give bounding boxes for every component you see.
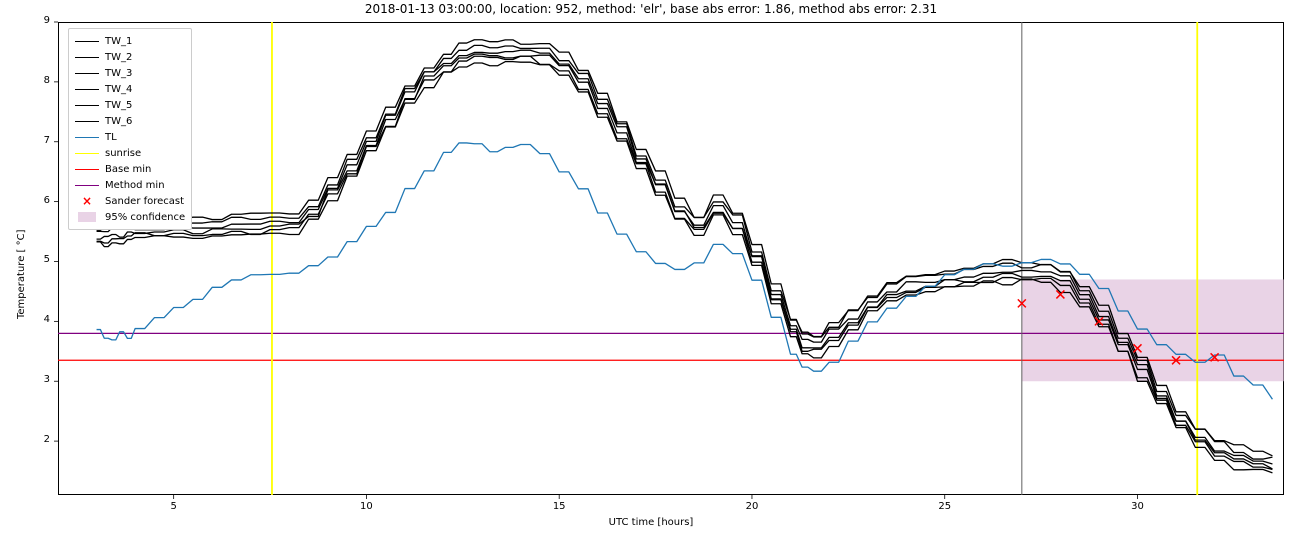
legend-swatch: [75, 179, 99, 191]
y-tick-label: 9: [44, 15, 50, 26]
page-title: 2018-01-13 03:00:00, location: 952, meth…: [0, 2, 1302, 16]
legend-item: sunrise: [75, 145, 185, 161]
legend-item: Method min: [75, 177, 185, 193]
y-tick-label: 2: [44, 434, 50, 445]
legend-swatch: [75, 83, 99, 95]
legend-label: TW_2: [105, 52, 132, 63]
x-tick-label: 30: [1127, 501, 1147, 512]
legend-label: TW_4: [105, 84, 132, 95]
legend-item: Base min: [75, 161, 185, 177]
legend-swatch: [75, 51, 99, 63]
x-tick-label: 5: [164, 501, 184, 512]
legend-swatch: [75, 99, 99, 111]
legend-label: TW_5: [105, 100, 132, 111]
legend-label: sunrise: [105, 148, 141, 159]
figure: 2018-01-13 03:00:00, location: 952, meth…: [0, 0, 1302, 547]
y-tick-label: 8: [44, 75, 50, 86]
y-tick-label: 5: [44, 254, 50, 265]
legend-label: TW_6: [105, 116, 132, 127]
legend-swatch: [75, 35, 99, 47]
legend-item: TW_4: [75, 81, 185, 97]
legend-item: TW_3: [75, 65, 185, 81]
legend-swatch: [75, 67, 99, 79]
legend-label: Method min: [105, 180, 165, 191]
y-tick-label: 4: [44, 314, 50, 325]
legend-label: Base min: [105, 164, 151, 175]
legend-swatch: [75, 115, 99, 127]
legend: TW_1 TW_2 TW_3 TW_4 TW_5 TW_6 TL sunrise Base mi…: [68, 28, 192, 230]
legend-swatch: [75, 211, 99, 223]
y-tick-label: 7: [44, 135, 50, 146]
x-tick-label: 25: [935, 501, 955, 512]
x-tick-label: 20: [742, 501, 762, 512]
legend-item: TW_6: [75, 113, 185, 129]
legend-swatch: ×: [75, 195, 99, 207]
y-axis-label: Temperature [ °C]: [16, 229, 27, 319]
y-tick-label: 6: [44, 195, 50, 206]
legend-label: 95% confidence: [105, 212, 185, 223]
legend-item: TW_1: [75, 33, 185, 49]
legend-item: TW_5: [75, 97, 185, 113]
legend-item: TW_2: [75, 49, 185, 65]
legend-item: TL: [75, 129, 185, 145]
x-tick-label: 10: [356, 501, 376, 512]
legend-swatch: [75, 131, 99, 143]
legend-label: Sander forecast: [105, 196, 184, 207]
legend-item: × Sander forecast: [75, 193, 185, 209]
legend-swatch: [75, 163, 99, 175]
x-tick-label: 15: [549, 501, 569, 512]
legend-swatch: [75, 147, 99, 159]
legend-label: TW_3: [105, 68, 132, 79]
legend-label: TL: [105, 132, 117, 143]
x-axis-label: UTC time [hours]: [0, 517, 1302, 528]
legend-item: 95% confidence: [75, 209, 185, 225]
axes-area: [58, 22, 1284, 495]
y-tick-label: 3: [44, 374, 50, 385]
legend-label: TW_1: [105, 36, 132, 47]
